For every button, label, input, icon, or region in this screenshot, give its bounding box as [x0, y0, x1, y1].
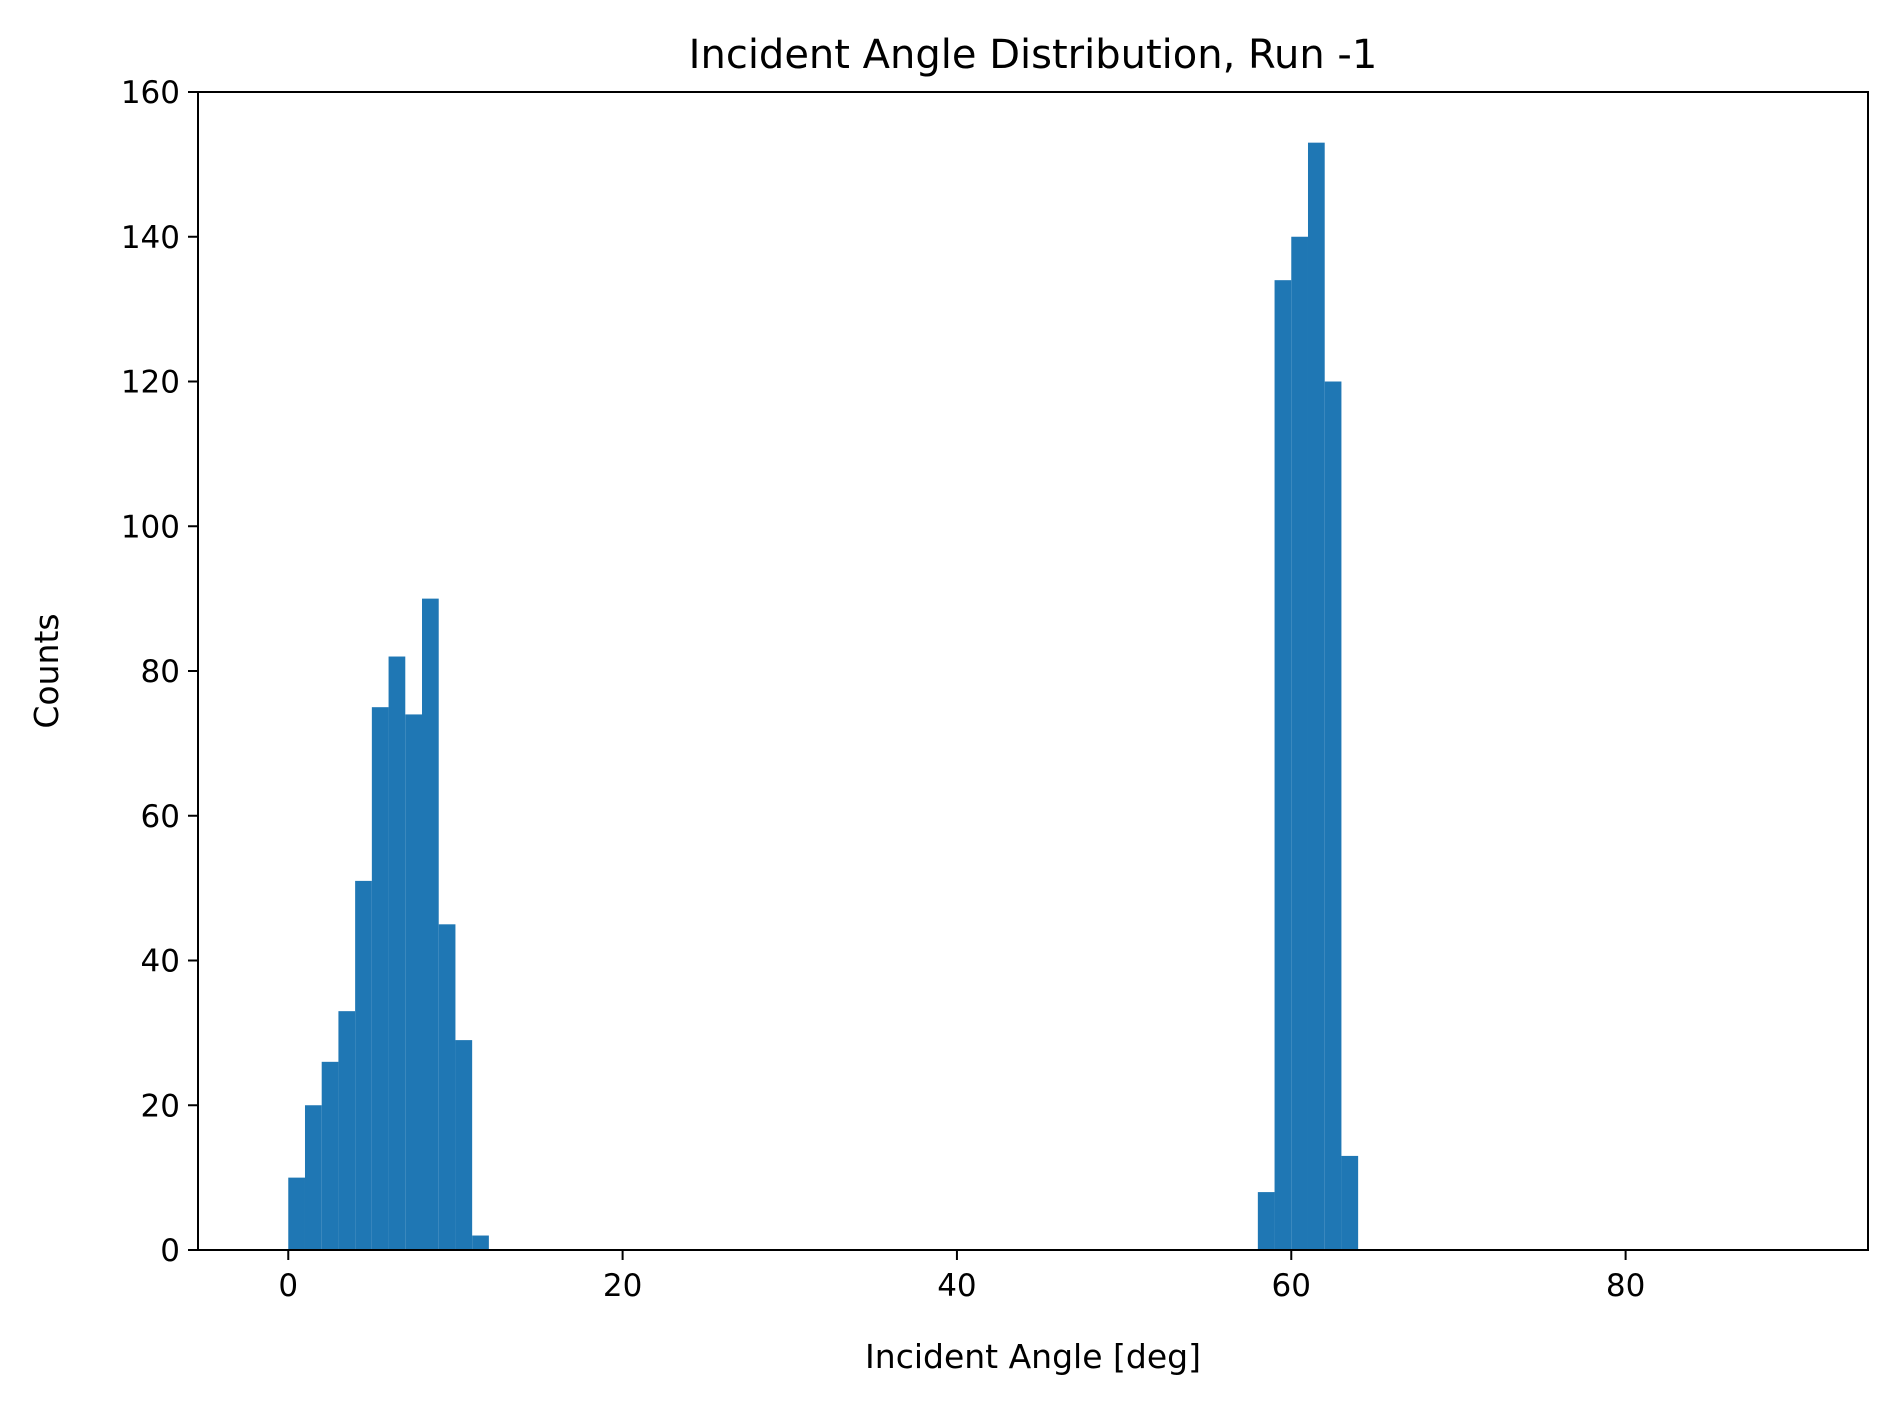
histogram-bar: [371, 707, 389, 1250]
x-axis-title: Incident Angle [deg]: [865, 1337, 1201, 1376]
y-tick-label: 120: [121, 365, 180, 401]
histogram-bar: [304, 1105, 322, 1250]
histogram-bar: [455, 1040, 473, 1250]
histogram-bar: [1257, 1192, 1275, 1250]
histogram-bar: [1324, 381, 1342, 1250]
chart-title: Incident Angle Distribution, Run -1: [689, 32, 1378, 78]
y-tick-label: 100: [121, 509, 180, 545]
y-tick-label: 40: [141, 944, 180, 980]
x-tick-label: 40: [937, 1268, 976, 1304]
histogram-bar: [1274, 280, 1292, 1250]
histogram-bar: [338, 1011, 356, 1250]
y-axis: 0 20 40 60 80 100 120 140 160: [121, 75, 198, 1269]
x-tick-label: 80: [1606, 1268, 1645, 1304]
y-tick-label: 140: [121, 220, 180, 256]
histogram-bar: [388, 656, 406, 1250]
y-tick-label: 160: [121, 75, 180, 111]
x-tick-label: 60: [1272, 1268, 1311, 1304]
y-tick-label: 0: [160, 1233, 180, 1269]
bars-group: [288, 142, 1359, 1251]
x-tick-label: 0: [278, 1268, 298, 1304]
histogram-bar: [438, 924, 456, 1250]
histogram-bar: [405, 714, 423, 1250]
x-tick-label: 20: [603, 1268, 642, 1304]
histogram-bar: [288, 1177, 305, 1250]
y-axis-title: Counts: [27, 613, 66, 728]
histogram-bar: [1291, 236, 1308, 1250]
histogram-bar: [355, 880, 372, 1250]
x-axis: 0 20 40 60 80: [278, 1250, 1645, 1304]
histogram-bar: [1307, 142, 1325, 1251]
y-tick-label: 60: [141, 799, 180, 835]
y-tick-label: 80: [141, 654, 180, 690]
histogram-bar: [472, 1235, 489, 1250]
histogram-bar: [422, 598, 439, 1250]
y-tick-label: 20: [141, 1088, 180, 1124]
histogram-bar: [321, 1061, 339, 1250]
histogram-bar: [1341, 1155, 1359, 1250]
